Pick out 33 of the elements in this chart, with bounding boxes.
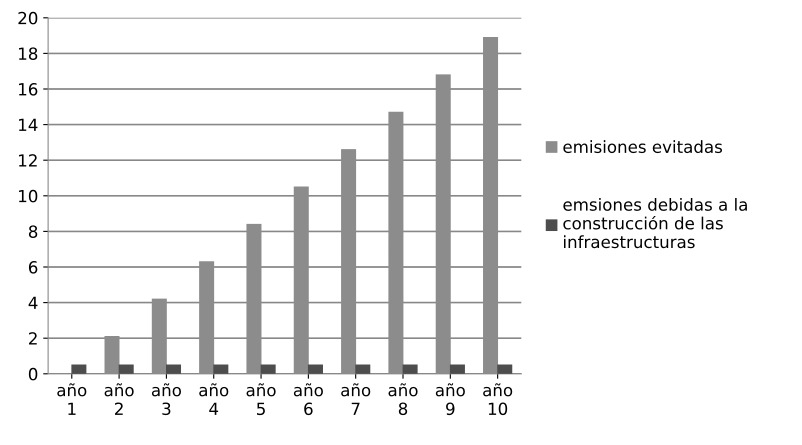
y-tick-label: 4 (28, 296, 38, 309)
x-tick-label: año 4 (199, 383, 228, 415)
bar (402, 364, 418, 374)
x-tick-label: año 6 (294, 383, 323, 416)
x-tick-label: año 8 (388, 383, 418, 416)
y-tick-label: 12 (19, 154, 37, 167)
x-tick-label: año 7 (341, 383, 370, 415)
bar (497, 364, 512, 374)
x-tick-label: año 9 (436, 383, 465, 416)
bar (166, 364, 182, 374)
y-tick-label: 20 (18, 12, 38, 24)
bar (260, 364, 276, 374)
bar (308, 364, 323, 374)
bar (450, 364, 465, 374)
y-tick-label: 10 (19, 190, 38, 202)
y-tick-label: 6 (28, 260, 38, 274)
x-tick-label: año 10 (483, 383, 512, 416)
y-tick-label: 0 (28, 368, 38, 380)
legend-label: emsiones debidas a la construcción de las infraestructuras (563, 198, 747, 248)
y-tick-label: 16 (19, 82, 38, 96)
y-tick-label: 8 (28, 225, 38, 238)
x-tick-label: año 3 (152, 383, 181, 416)
y-tick-label: 18 (19, 47, 38, 60)
legend-label: emisiones evitadas (563, 140, 722, 154)
x-tick-label: año 1 (57, 383, 86, 415)
x-tick-label: año 2 (104, 383, 134, 415)
bar (355, 364, 370, 374)
bar (118, 364, 134, 374)
y-tick-label: 2 (29, 332, 37, 345)
x-tick-label: año 5 (246, 383, 276, 416)
bar (213, 364, 228, 374)
y-tick-label: 14 (19, 118, 38, 131)
bar (71, 364, 86, 374)
